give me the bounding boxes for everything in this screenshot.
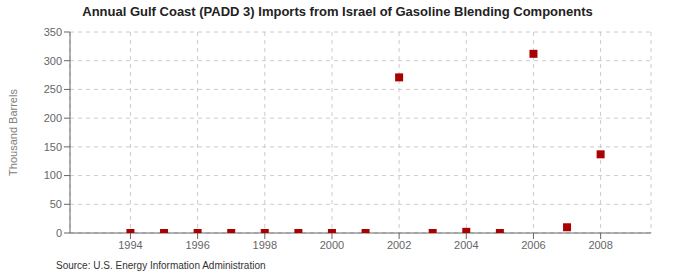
svg-text:350: 350 [44, 26, 62, 38]
html-text:Source: U.S. Energy Informatio: Source: U.S. Energy Information Administ… [56, 260, 266, 271]
svg-text:1996: 1996 [185, 239, 209, 251]
svg-text:300: 300 [44, 55, 62, 67]
svg-text:1994: 1994 [118, 239, 142, 251]
html-text:Annual Gulf Coast (PADD 3) Imp: Annual Gulf Coast (PADD 3) Imports from … [82, 4, 593, 19]
svg-text:2006: 2006 [521, 239, 545, 251]
svg-text:0: 0 [56, 227, 62, 239]
svg-text:2004: 2004 [454, 239, 478, 251]
svg-text:150: 150 [44, 141, 62, 153]
svg-text:1998: 1998 [253, 239, 277, 251]
svg-text:200: 200 [44, 112, 62, 124]
svg-text:2008: 2008 [588, 239, 612, 251]
svg-text:Thousand Barrels: Thousand Barrels [8, 89, 19, 176]
svg-text:50: 50 [50, 198, 62, 210]
svg-text:250: 250 [44, 83, 62, 95]
svg-text:2000: 2000 [320, 239, 344, 251]
svg-text:100: 100 [44, 169, 62, 181]
svg-text:2002: 2002 [387, 239, 411, 251]
